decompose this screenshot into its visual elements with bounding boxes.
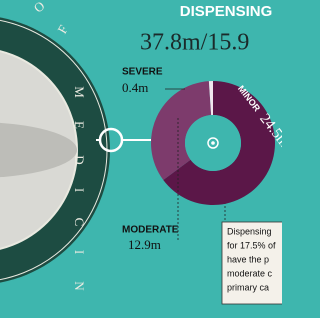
- annotation-line: primary ca: [227, 282, 269, 292]
- chart: DISPENSING 37.8m/15.9 OFMEDICINMINOR24.5…: [0, 0, 282, 318]
- center-dot: [211, 141, 215, 145]
- emblem-letter: D: [72, 155, 87, 164]
- chart-subtitle: 37.8m/15.9: [140, 30, 249, 56]
- annotation-line: for 17.5% of: [227, 240, 276, 250]
- emblem-letter: I: [72, 188, 87, 192]
- emblem-letter: C: [72, 218, 87, 227]
- emblem-letter: N: [72, 281, 87, 291]
- annotation-line: have the p: [227, 254, 269, 264]
- annotation-line: moderate c: [227, 268, 273, 278]
- emblem-letter: M: [72, 86, 87, 98]
- slice-label: MODERATE: [122, 225, 179, 236]
- chart-title: DISPENSING: [180, 3, 273, 20]
- emblem-letter: I: [72, 250, 87, 254]
- emblem-letter: E: [72, 121, 87, 129]
- annotation-line: Dispensing: [227, 226, 272, 236]
- value-label: 12.9m: [128, 237, 161, 252]
- value-label: 0.4m: [122, 80, 148, 95]
- slice-label: SEVERE: [122, 67, 163, 78]
